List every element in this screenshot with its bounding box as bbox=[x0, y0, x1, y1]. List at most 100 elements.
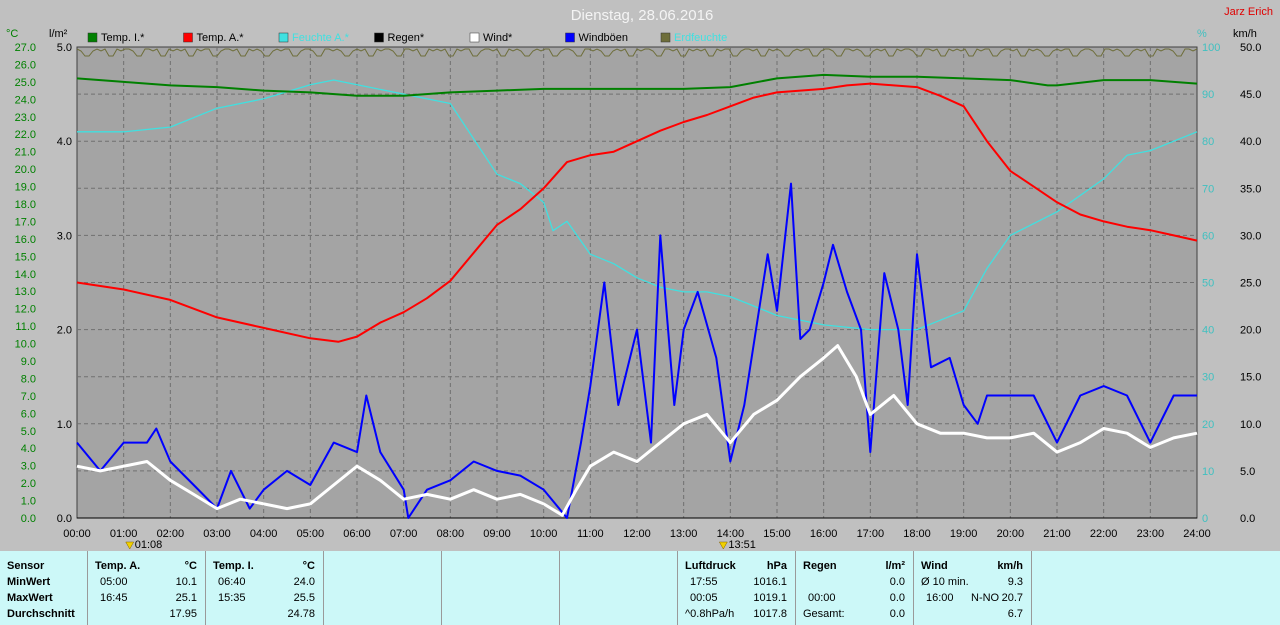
time-tick-label: 20:00 bbox=[997, 528, 1025, 540]
wind-tick-label: 5.0 bbox=[1240, 466, 1255, 478]
sun-marker-label: 01:08 bbox=[135, 539, 163, 551]
lightning-trace bbox=[76, 48, 1198, 57]
legend-swatch bbox=[469, 32, 480, 43]
rain-tick-label: 3.0 bbox=[57, 230, 72, 242]
temp-i-min-value: 24.0 bbox=[293, 576, 315, 588]
temp-tick-label: 6.0 bbox=[21, 408, 36, 420]
rain-tick-label: 1.0 bbox=[57, 419, 72, 431]
wind-tick-label: 0.0 bbox=[1240, 513, 1255, 525]
maxwert-label: MaxWert bbox=[7, 592, 53, 604]
hum-tick-label: 10 bbox=[1202, 466, 1214, 478]
pressure-unit: hPa bbox=[766, 560, 787, 572]
rain-header: Regen bbox=[803, 560, 837, 572]
wind-tick-label: 50.0 bbox=[1240, 42, 1261, 54]
sun-marker-icon bbox=[125, 541, 135, 550]
temp-tick-label: 3.0 bbox=[21, 461, 36, 473]
temp-a-average: 17.95 bbox=[169, 608, 197, 620]
temp-tick-label: 1.0 bbox=[21, 496, 36, 508]
hum-tick-label: 20 bbox=[1202, 419, 1214, 431]
temp-tick-label: 15.0 bbox=[15, 251, 36, 263]
temp-axis-unit: °C bbox=[6, 28, 18, 40]
pressure-average: 1017.8 bbox=[753, 608, 787, 620]
legend: Temp. I.* Temp. A.* Feuchte A.* Regen* Wind*… bbox=[87, 32, 727, 44]
author-label: Jarz Erich bbox=[1224, 6, 1273, 18]
temp-tick-label: 13.0 bbox=[15, 286, 36, 298]
temp-tick-label: 12.0 bbox=[15, 304, 36, 316]
rain-max-value: 0.0 bbox=[889, 592, 905, 604]
temp-tick-label: 7.0 bbox=[21, 391, 36, 403]
hum-tick-label: 40 bbox=[1202, 325, 1214, 337]
temp-tick-label: 18.0 bbox=[15, 199, 36, 211]
hum-tick-label: 50 bbox=[1202, 278, 1214, 290]
temp-tick-label: 25.0 bbox=[15, 77, 36, 89]
chart-title: Dienstag, 28.06.2016 bbox=[571, 7, 714, 24]
temp-a-unit: °C bbox=[184, 560, 197, 572]
time-tick-label: 21:00 bbox=[1043, 528, 1071, 540]
pressure-max-value: 1019.1 bbox=[753, 592, 787, 604]
time-tick-label: 17:00 bbox=[857, 528, 885, 540]
pressure-header: Luftdruck bbox=[685, 560, 736, 572]
legend-swatch bbox=[565, 32, 575, 43]
temp-tick-label: 24.0 bbox=[15, 94, 36, 106]
time-tick-label: 07:00 bbox=[390, 528, 418, 540]
wind-tick-label: 10.0 bbox=[1240, 419, 1261, 431]
empty-column-2 bbox=[442, 551, 560, 625]
temp-tick-label: 0.0 bbox=[21, 513, 36, 525]
wind-average: 6.7 bbox=[1007, 608, 1023, 620]
wind-avg10-value: 9.3 bbox=[1007, 576, 1023, 588]
sun-marker-label: 13:51 bbox=[728, 539, 756, 551]
series bbox=[76, 48, 1198, 519]
legend-swatch bbox=[660, 32, 671, 43]
hum-tick-label: 80 bbox=[1202, 136, 1214, 148]
time-tick-label: 19:00 bbox=[950, 528, 978, 540]
legend-label: Temp. I.* bbox=[101, 32, 145, 44]
pressure-column: Luftdruck hPa 17:55 1016.1 00:05 1019.1 … bbox=[678, 551, 796, 625]
legend-label: Temp. A.* bbox=[197, 32, 245, 44]
wind-header: Wind bbox=[921, 560, 948, 572]
temp-a-min-time: 05:00 bbox=[100, 576, 128, 588]
time-tick-label: 09:00 bbox=[483, 528, 511, 540]
wind-max-direction: N-NO bbox=[971, 592, 1000, 604]
wind-tick-label: 15.0 bbox=[1240, 372, 1261, 384]
time-tick-label: 12:00 bbox=[623, 528, 651, 540]
legend-swatch bbox=[278, 32, 289, 43]
rain-unit: l/m² bbox=[885, 560, 905, 572]
weather-chart: Dienstag, 28.06.2016 Jarz Erich °C l/m² … bbox=[6, 6, 1273, 551]
hum-tick-label: 0 bbox=[1202, 513, 1208, 525]
temp-tick-label: 26.0 bbox=[15, 59, 36, 71]
temp-i-header: Temp. I. bbox=[213, 560, 254, 572]
time-tick-label: 11:00 bbox=[577, 528, 604, 540]
wind-tick-label: 35.0 bbox=[1240, 183, 1261, 195]
temp-tick-label: 22.0 bbox=[15, 129, 36, 141]
durchschnitt-label: Durchschnitt bbox=[7, 608, 75, 620]
temp-tick-label: 16.0 bbox=[15, 234, 36, 246]
empty-column-3 bbox=[560, 551, 678, 625]
hum-tick-label: 90 bbox=[1202, 89, 1214, 101]
time-tick-label: 06:00 bbox=[343, 528, 371, 540]
wind-max-time: 16:00 bbox=[926, 592, 954, 604]
time-tick-label: 18:00 bbox=[903, 528, 931, 540]
pressure-min-value: 1016.1 bbox=[753, 576, 787, 588]
rain-column: Regen l/m² 0.0 00:00 0.0 Gesamt: 0.0 bbox=[796, 551, 914, 625]
hum-tick-label: 30 bbox=[1202, 372, 1214, 384]
wind-axis-unit: km/h bbox=[1233, 28, 1257, 40]
pressure-max-time: 00:05 bbox=[690, 592, 718, 604]
sensor-column: Sensor MinWert MaxWert Durchschnitt bbox=[0, 551, 88, 625]
wind-tick-label: 40.0 bbox=[1240, 136, 1261, 148]
time-tick-label: 05:00 bbox=[297, 528, 325, 540]
rain-tick-label: 2.0 bbox=[57, 325, 72, 337]
time-tick-label: 10:00 bbox=[530, 528, 558, 540]
temp-i-column: Temp. I. °C 06:40 24.0 15:35 25.5 24.78 bbox=[206, 551, 324, 625]
temp-tick-label: 14.0 bbox=[15, 269, 36, 281]
wind-tick-label: 25.0 bbox=[1240, 278, 1261, 290]
time-tick-label: 16:00 bbox=[810, 528, 838, 540]
wind-column: Wind km/h Ø 10 min. 9.3 16:00 N-NO 20.7 … bbox=[914, 551, 1032, 625]
time-tick-label: 04:00 bbox=[250, 528, 278, 540]
hum-axis-unit: % bbox=[1197, 28, 1207, 40]
legend-swatch bbox=[374, 32, 384, 43]
temp-tick-label: 2.0 bbox=[21, 478, 36, 490]
stats-table: Sensor MinWert MaxWert Durchschnitt Temp… bbox=[0, 551, 1280, 625]
axis-ticks: 27.0 26.0 25.0 24.0 23.0 22.0 21.0 20.0 19.0 18.0… bbox=[15, 42, 1262, 540]
time-tick-label: 15:00 bbox=[763, 528, 791, 540]
temp-i-average: 24.78 bbox=[287, 608, 315, 620]
